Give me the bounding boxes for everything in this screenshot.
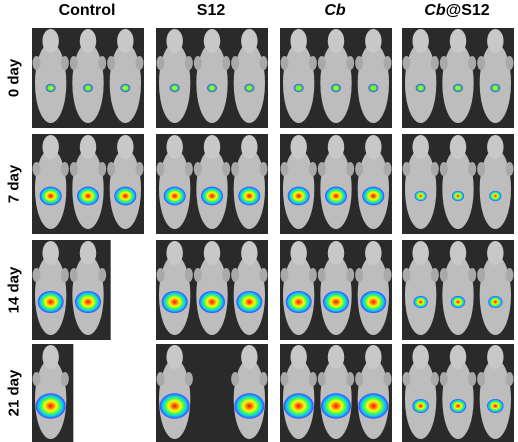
luminescence-signal — [450, 295, 466, 309]
luminescence-signal — [368, 83, 379, 93]
luminescence-signal — [114, 186, 137, 206]
luminescence-signal — [362, 186, 385, 206]
luminescence-signal — [37, 290, 64, 314]
mouse-image — [317, 29, 355, 123]
mouse-image — [156, 241, 193, 335]
luminescence-signal — [415, 83, 426, 93]
mouse-image — [107, 29, 144, 123]
luminescence-signal — [489, 190, 502, 202]
column-header-control: Control — [58, 2, 116, 19]
luminescence-signal — [487, 398, 504, 414]
mouse-image — [156, 345, 193, 439]
mouse-image — [317, 135, 355, 229]
mouse-image — [477, 345, 514, 439]
luminescence-signal — [360, 290, 387, 314]
luminescence-signal — [77, 186, 99, 206]
mouse-image — [32, 241, 69, 335]
luminescence-signal — [83, 83, 93, 93]
luminescence-signal — [75, 290, 101, 314]
luminescence-signal — [169, 83, 180, 93]
luminescence-signal — [412, 398, 429, 414]
mouse-image — [402, 345, 439, 439]
luminescence-signal — [201, 186, 223, 206]
mouse-image — [280, 241, 317, 335]
mouse-image — [477, 29, 514, 123]
luminescence-signal — [35, 393, 66, 419]
luminescence-signal — [207, 83, 217, 93]
luminescence-signal — [234, 393, 265, 419]
mouse-image — [231, 345, 268, 439]
luminescence-signal — [285, 290, 312, 314]
luminescence-signal — [45, 83, 56, 93]
mouse-image — [439, 29, 477, 123]
luminescence-signal — [325, 186, 347, 206]
mouse-image — [477, 135, 514, 229]
mouse-image — [355, 345, 392, 439]
luminescence-signal — [120, 83, 131, 93]
mouse-image — [231, 135, 268, 229]
mouse-image — [231, 241, 268, 335]
mouse-image — [32, 135, 69, 229]
mouse-image — [193, 135, 231, 229]
mouse-image — [402, 241, 439, 335]
mouse-image — [69, 135, 107, 229]
mouse-image — [402, 135, 439, 229]
mouse-image — [280, 135, 317, 229]
luminescence-signal — [321, 393, 351, 419]
luminescence-signal — [159, 393, 190, 419]
luminescence-signal — [453, 83, 463, 93]
mouse-image — [317, 345, 355, 439]
mouse-image — [355, 241, 392, 335]
mouse-image — [280, 29, 317, 123]
luminescence-signal — [39, 186, 62, 206]
mouse-image — [69, 29, 107, 123]
luminescence-signal — [236, 290, 263, 314]
luminescence-signal — [163, 186, 186, 206]
luminescence-signal — [358, 393, 389, 419]
mouse-image — [193, 241, 231, 335]
luminescence-signal — [293, 83, 304, 93]
mouse-image — [317, 241, 355, 335]
luminescence-signal — [238, 186, 261, 206]
luminescence-signal — [490, 83, 501, 93]
mouse-image — [156, 135, 193, 229]
luminescence-signal — [451, 190, 465, 202]
luminescence-signal — [488, 295, 503, 309]
mouse-image — [193, 29, 231, 123]
mouse-image — [439, 345, 477, 439]
luminescence-signal — [331, 83, 341, 93]
mouse-image — [439, 135, 477, 229]
mouse-image — [32, 29, 69, 123]
luminescence-signal — [413, 295, 428, 309]
luminescence-signal — [287, 186, 310, 206]
luminescence-signal — [161, 290, 188, 314]
mouse-image — [355, 135, 392, 229]
column-header-cb: Cb — [324, 2, 346, 19]
mouse-image — [280, 345, 317, 439]
luminescence-signal — [414, 190, 427, 202]
column-header-cb-s12: Cb@S12 — [424, 2, 490, 19]
column-header-s12: S12 — [196, 2, 226, 19]
mouse-image — [32, 345, 69, 439]
mouse-image — [156, 29, 193, 123]
luminescence-signal — [244, 83, 255, 93]
mouse-image — [107, 135, 144, 229]
luminescence-signal — [199, 290, 225, 314]
luminescence-signal — [283, 393, 314, 419]
luminescence-signal — [449, 398, 467, 414]
mouse-image — [231, 29, 268, 123]
mouse-image — [402, 29, 439, 123]
mouse-image — [439, 241, 477, 335]
mouse-image — [355, 29, 392, 123]
mouse-image — [69, 241, 107, 335]
luminescence-signal — [323, 290, 349, 314]
mouse-image — [477, 241, 514, 335]
